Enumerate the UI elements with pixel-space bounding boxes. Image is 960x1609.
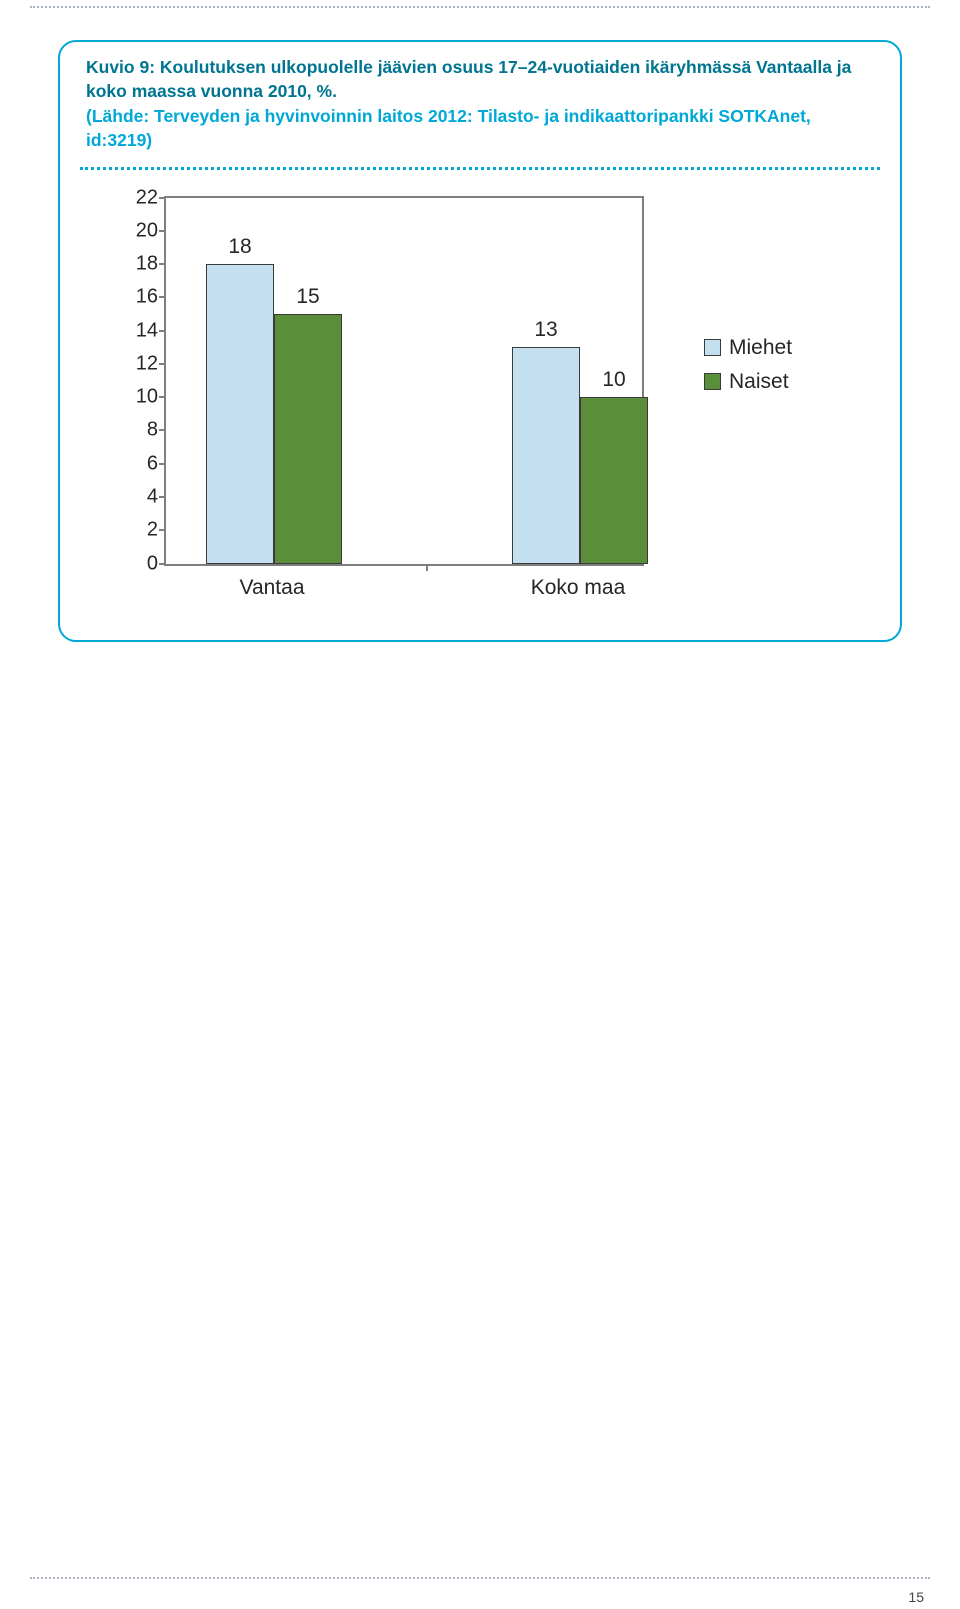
figure-title: Kuvio 9: Koulutuksen ulkopuolelle jäävie…: [86, 56, 874, 103]
y-tick-label: 20: [118, 219, 158, 242]
x-axis-label: Vantaa: [240, 576, 305, 600]
bar: 13: [512, 347, 580, 563]
page-number: 15: [908, 1589, 924, 1605]
y-tick-label: 0: [118, 552, 158, 575]
y-tick-mark: [159, 396, 166, 398]
bar: 15: [274, 314, 342, 564]
chart-container: 024681012141618202218151310 VantaaKoko m…: [86, 196, 874, 600]
y-tick-mark: [159, 496, 166, 498]
figure-source: (Lähde: Terveyden ja hyvinvoinnin laitos…: [86, 105, 874, 152]
legend-swatch: [704, 373, 721, 390]
y-tick-label: 8: [118, 419, 158, 442]
legend-item: Naiset: [704, 370, 792, 394]
page-bottom-divider: [30, 1577, 930, 1579]
y-tick-label: 2: [118, 519, 158, 542]
x-axis-label: Koko maa: [531, 576, 626, 600]
legend-label: Naiset: [729, 370, 789, 394]
y-tick-label: 22: [118, 186, 158, 209]
legend: Miehet Naiset: [704, 336, 792, 404]
y-tick-label: 18: [118, 253, 158, 276]
bar-value-label: 18: [228, 235, 251, 259]
figure-panel: Kuvio 9: Koulutuksen ulkopuolelle jäävie…: [58, 40, 902, 642]
y-tick-mark: [159, 363, 166, 365]
y-tick-label: 6: [118, 452, 158, 475]
bar-value-label: 13: [534, 318, 557, 342]
y-tick-mark: [159, 296, 166, 298]
legend-swatch: [704, 339, 721, 356]
y-tick-mark: [159, 429, 166, 431]
bar-value-label: 15: [296, 285, 319, 309]
bar-value-label: 10: [602, 368, 625, 392]
y-tick-label: 4: [118, 485, 158, 508]
y-tick-label: 10: [118, 386, 158, 409]
page-top-divider: [30, 6, 930, 8]
section-divider: [80, 167, 880, 170]
legend-label: Miehet: [729, 336, 792, 360]
bar-chart: 024681012141618202218151310 VantaaKoko m…: [116, 196, 644, 600]
y-tick-mark: [159, 529, 166, 531]
x-axis-labels: Vantaa Koko maa: [164, 566, 644, 600]
y-tick-label: 16: [118, 286, 158, 309]
y-tick-mark: [159, 463, 166, 465]
legend-item: Miehet: [704, 336, 792, 360]
y-tick-mark: [159, 263, 166, 265]
y-tick-mark: [159, 330, 166, 332]
y-tick-label: 12: [118, 352, 158, 375]
y-tick-mark: [159, 197, 166, 199]
y-tick-label: 14: [118, 319, 158, 342]
y-tick-mark: [159, 230, 166, 232]
y-tick-mark: [159, 563, 166, 565]
bar: 10: [580, 397, 648, 563]
plot-area: 024681012141618202218151310: [164, 196, 644, 566]
bar: 18: [206, 264, 274, 563]
